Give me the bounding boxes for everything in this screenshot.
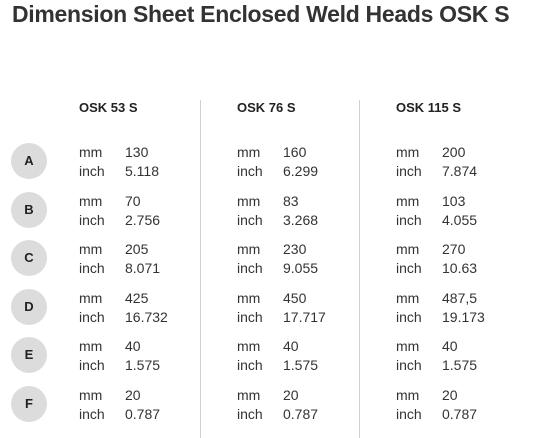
unit-label: mm [237,241,261,258]
row-label: C [11,240,47,277]
mm-value: 200 [442,144,466,160]
inch-value: 0.787 [283,406,319,422]
mm-value: 270 [442,241,466,258]
mm-value: 20 [283,387,299,403]
row-label: F [11,386,47,422]
column-header: OSK 53 S [79,100,138,115]
inch-value: 0.787 [125,406,161,422]
inch-value: 2.756 [125,211,161,228]
unit-label: mm [237,289,261,306]
mm-value: 20 [442,387,458,403]
unit-label: mm [79,387,103,403]
row-label: D [11,288,47,325]
unit-label: inch [79,163,105,179]
unit-label: mm [396,338,420,355]
inch-value: 1.575 [283,357,319,374]
unit-label: mm [396,289,420,306]
unit-label: mm [79,338,103,355]
unit-label: inch [396,357,422,374]
row-label: E [11,337,47,374]
unit-label: mm [237,387,261,403]
unit-label: mm [396,144,420,160]
inch-value: 0.787 [442,406,478,422]
mm-value: 487,5 [442,289,478,306]
inch-value: 1.575 [125,357,161,374]
unit-label: inch [79,308,105,325]
column-header: OSK 115 S [396,100,462,115]
mm-value: 425 [125,289,149,306]
mm-value: 130 [125,144,149,160]
unit-label: mm [79,241,103,258]
unit-label: inch [79,406,105,422]
inch-value: 3.268 [283,211,319,228]
inch-value: 16.732 [125,308,168,325]
column-separator [359,100,360,438]
unit-label: mm [237,144,261,160]
unit-label: inch [396,211,422,228]
unit-label: inch [79,357,105,374]
unit-label: inch [396,163,422,179]
inch-value: 19.173 [442,308,485,325]
inch-value: 9.055 [283,260,319,277]
mm-value: 230 [283,241,307,258]
unit-label: inch [237,308,263,325]
inch-value: 8.071 [125,260,161,277]
unit-label: mm [79,192,103,209]
mm-value: 70 [125,192,141,209]
inch-value: 5.118 [125,163,159,179]
unit-label: inch [237,260,263,277]
mm-value: 205 [125,241,149,258]
mm-value: 40 [125,338,141,355]
unit-label: inch [237,211,263,228]
unit-label: inch [237,406,263,422]
unit-label: inch [396,308,422,325]
unit-label: inch [396,260,422,277]
inch-value: 17.717 [283,308,326,325]
unit-label: inch [237,163,263,179]
inch-value: 4.055 [442,211,478,228]
unit-label: mm [237,192,261,209]
row-label: A [11,143,47,179]
title: Dimension Sheet Enclosed Weld Heads OSK … [12,1,510,27]
mm-value: 40 [283,338,299,355]
inch-value: 7.874 [442,163,478,179]
inch-value: 1.575 [442,357,478,374]
mm-value: 40 [442,338,458,355]
unit-label: mm [79,144,103,160]
unit-label: mm [396,387,420,403]
unit-label: inch [79,260,105,277]
mm-value: 160 [283,144,307,160]
mm-value: 103 [442,192,466,209]
unit-label: inch [79,211,105,228]
unit-label: inch [396,406,422,422]
unit-label: mm [79,289,103,306]
unit-label: mm [396,241,420,258]
row-label: B [11,191,47,228]
mm-value: 450 [283,289,307,306]
unit-label: mm [396,192,420,209]
inch-value: 10.63 [442,260,478,277]
mm-value: 20 [125,387,141,403]
column-separator [200,100,201,438]
mm-value: 83 [283,192,299,209]
unit-label: inch [237,357,263,374]
column-header: OSK 76 S [237,100,296,115]
unit-label: mm [237,338,261,355]
inch-value: 6.299 [283,163,319,179]
